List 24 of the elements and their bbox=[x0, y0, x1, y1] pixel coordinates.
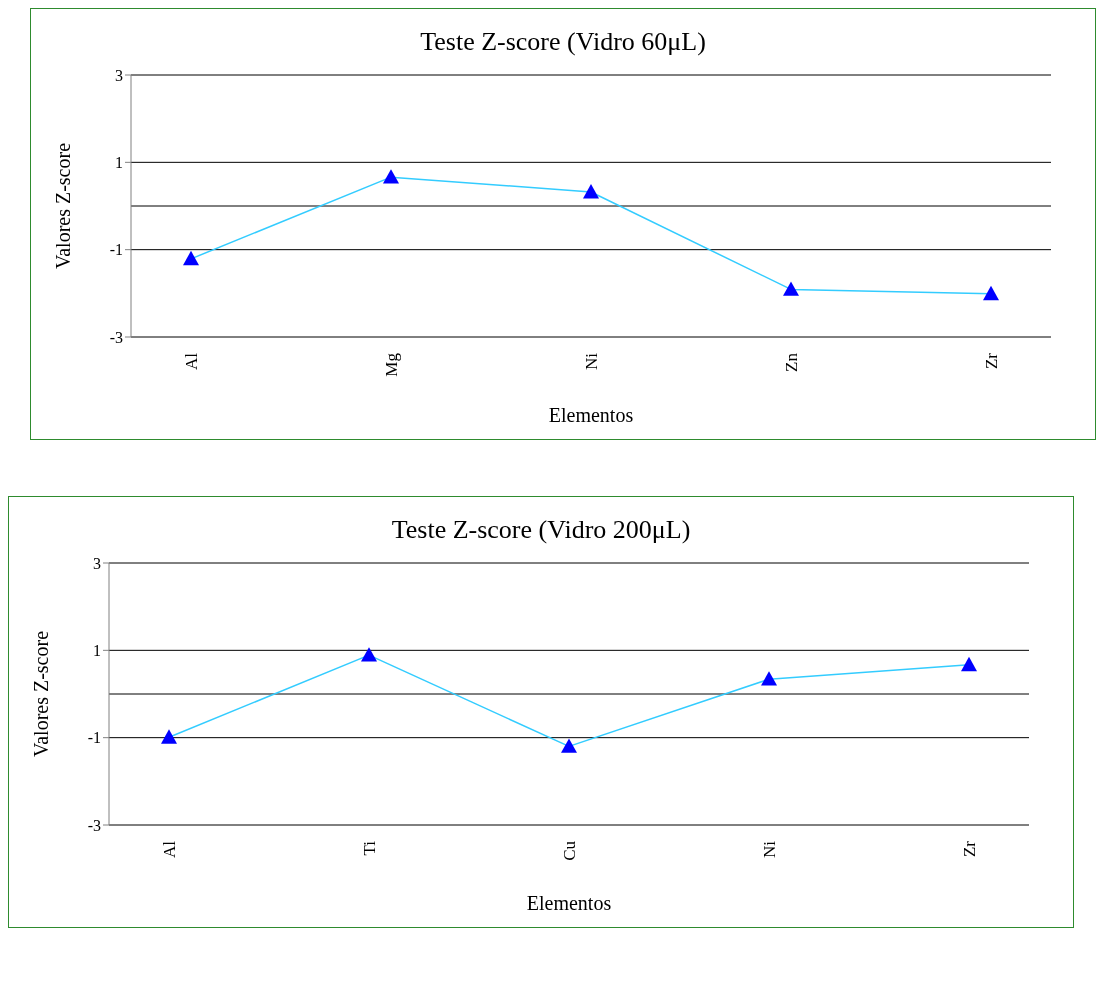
x-tick-label: Al bbox=[181, 352, 201, 370]
y-tick-label: 1 bbox=[115, 154, 123, 172]
chart-title: Teste Z-score (Vidro 60μL) bbox=[419, 27, 707, 58]
y-tick-label: 3 bbox=[93, 554, 101, 572]
x-tick-label: Ti bbox=[359, 840, 379, 856]
x-tick-label: Al bbox=[159, 840, 179, 858]
x-tick-label: Ni bbox=[759, 840, 779, 858]
y-tick-label: -3 bbox=[109, 328, 123, 346]
x-tick-label: Ni bbox=[581, 352, 601, 370]
y-tick-label: -3 bbox=[87, 816, 101, 834]
y-tick-label: 3 bbox=[115, 66, 123, 84]
y-axis-title: Valores Z-score bbox=[30, 630, 53, 758]
chart-title: Teste Z-score (Vidro 200μL) bbox=[390, 515, 692, 546]
x-tick-label: Zr bbox=[981, 352, 1001, 370]
y-tick-label: 1 bbox=[93, 642, 101, 660]
x-tick-label: Mg bbox=[381, 352, 401, 377]
y-axis-title: Valores Z-score bbox=[52, 142, 75, 270]
x-axis-title: Elementos bbox=[548, 404, 634, 426]
x-tick-label: Zr bbox=[959, 840, 979, 858]
x-tick-label: Zn bbox=[781, 352, 801, 372]
x-axis-title: Elementos bbox=[526, 892, 612, 914]
y-tick-label: -1 bbox=[87, 729, 101, 747]
x-tick-label: Cu bbox=[559, 840, 579, 861]
y-tick-label: -1 bbox=[109, 241, 123, 259]
